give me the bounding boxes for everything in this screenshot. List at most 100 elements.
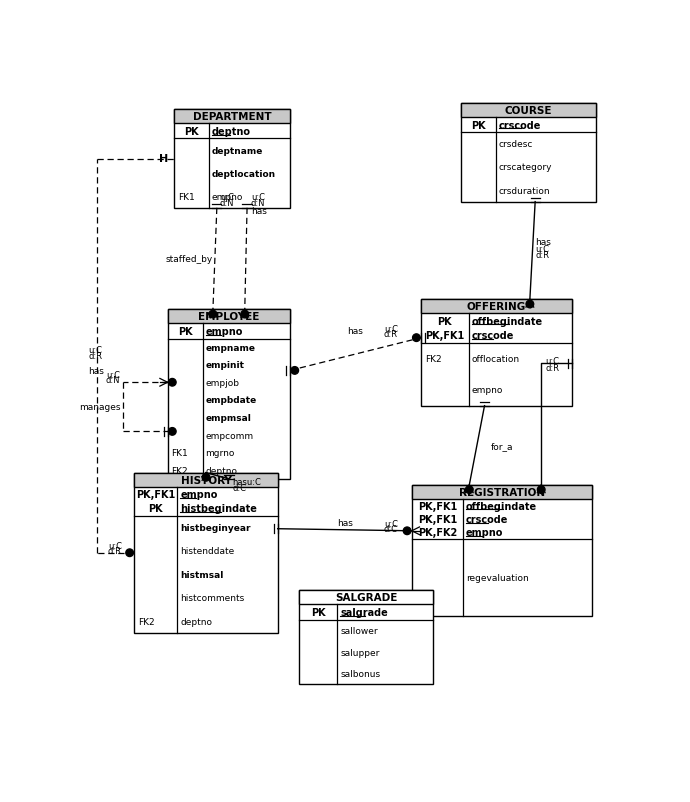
Text: d:R: d:R [88, 352, 103, 361]
Bar [168, 310, 290, 324]
Text: has: has [348, 327, 364, 336]
Text: u:C: u:C [251, 193, 265, 202]
Text: empno: empno [212, 192, 243, 201]
Text: PK: PK [184, 127, 199, 136]
Text: deptlocation: deptlocation [212, 169, 276, 178]
Text: EMPLOYEE: EMPLOYEE [198, 312, 259, 322]
Text: empinit: empinit [206, 361, 245, 370]
Bar [421, 300, 572, 314]
Text: salgrade: salgrade [340, 607, 388, 618]
Text: d:R: d:R [535, 250, 549, 260]
Circle shape [403, 527, 411, 535]
Circle shape [202, 474, 210, 481]
Text: FK2: FK2 [172, 466, 188, 475]
Bar [168, 310, 290, 480]
Text: empjob: empjob [206, 379, 239, 387]
Text: has: has [251, 207, 267, 216]
Text: mgrno: mgrno [206, 448, 235, 457]
Text: empno: empno [206, 326, 243, 337]
Bar [421, 300, 572, 406]
Text: crscode: crscode [499, 120, 542, 131]
Text: empno: empno [180, 489, 218, 499]
Text: FK1: FK1 [178, 192, 195, 201]
Text: d:R: d:R [108, 546, 122, 555]
Bar [174, 110, 290, 124]
Text: u:C: u:C [106, 371, 120, 379]
Text: d:N: d:N [220, 199, 235, 208]
Text: PK: PK [148, 504, 163, 514]
Bar [174, 110, 290, 209]
Text: d:N: d:N [106, 376, 120, 385]
Bar [135, 473, 277, 633]
Text: d:C: d:C [384, 525, 398, 533]
Bar [412, 485, 591, 616]
Text: FK2: FK2 [425, 354, 442, 363]
Text: for_a: for_a [491, 441, 513, 450]
Text: u:C: u:C [108, 541, 122, 550]
Text: u:C: u:C [384, 325, 398, 334]
Text: regevaluation: regevaluation [466, 573, 529, 582]
Text: PK,FK1: PK,FK1 [425, 330, 464, 341]
Text: PK: PK [471, 120, 486, 131]
Text: offlocation: offlocation [472, 354, 520, 363]
Text: crscode: crscode [466, 514, 509, 525]
Bar [299, 591, 433, 605]
Bar [412, 485, 591, 499]
Text: empcomm: empcomm [206, 431, 254, 440]
Text: OFFERING: OFFERING [467, 302, 526, 312]
Text: REGISTRATION: REGISTRATION [459, 488, 544, 497]
Text: DEPARTMENT: DEPARTMENT [193, 112, 271, 122]
Text: has: has [88, 367, 104, 376]
Text: SALGRADE: SALGRADE [335, 593, 397, 602]
Circle shape [413, 334, 420, 342]
Text: crscode: crscode [472, 330, 514, 341]
Text: histbeginyear: histbeginyear [180, 524, 251, 533]
Bar [299, 591, 433, 685]
Circle shape [241, 311, 248, 318]
Text: empname: empname [206, 343, 255, 353]
Text: histmsal: histmsal [180, 570, 224, 579]
Text: PK: PK [178, 326, 193, 337]
Text: offbegindate: offbegindate [466, 501, 538, 511]
Text: salupper: salupper [340, 648, 380, 657]
Text: empno: empno [472, 386, 503, 395]
Circle shape [168, 428, 176, 435]
Text: deptno: deptno [180, 617, 213, 626]
Text: has: has [535, 237, 551, 246]
Text: d:C: d:C [233, 483, 247, 492]
Text: hasu:C: hasu:C [233, 478, 262, 487]
Text: PK,FK1: PK,FK1 [417, 501, 457, 511]
Text: has: has [337, 518, 353, 528]
Text: d:R: d:R [384, 330, 398, 339]
Bar [461, 104, 596, 202]
Text: deptno: deptno [206, 466, 237, 475]
Text: offbegindate: offbegindate [472, 316, 543, 326]
Circle shape [168, 379, 176, 387]
Text: PK: PK [311, 607, 326, 618]
Text: COURSE: COURSE [504, 106, 552, 115]
Text: PK,FK2: PK,FK2 [417, 528, 457, 537]
Text: histenddate: histenddate [180, 547, 235, 556]
Circle shape [466, 486, 473, 494]
Text: H: H [159, 154, 168, 164]
Text: salbonus: salbonus [340, 670, 381, 678]
Bar [461, 104, 596, 118]
Circle shape [526, 301, 534, 309]
Text: manages: manages [79, 403, 120, 411]
Text: crsduration: crsduration [499, 186, 551, 196]
Text: d:R: d:R [545, 363, 559, 372]
Text: crsdesc: crsdesc [499, 140, 533, 149]
Text: deptname: deptname [212, 146, 263, 156]
Text: PK,FK1: PK,FK1 [136, 489, 175, 499]
Text: u:C: u:C [545, 357, 559, 366]
Text: FK2: FK2 [138, 617, 155, 626]
Text: u:C: u:C [384, 519, 398, 528]
Bar [135, 473, 277, 487]
Text: deptno: deptno [212, 127, 250, 136]
Text: u:C: u:C [535, 245, 549, 253]
Text: u:C: u:C [220, 193, 234, 202]
Circle shape [291, 367, 299, 375]
Text: PK: PK [437, 316, 452, 326]
Circle shape [209, 311, 217, 318]
Text: empmsal: empmsal [206, 414, 251, 423]
